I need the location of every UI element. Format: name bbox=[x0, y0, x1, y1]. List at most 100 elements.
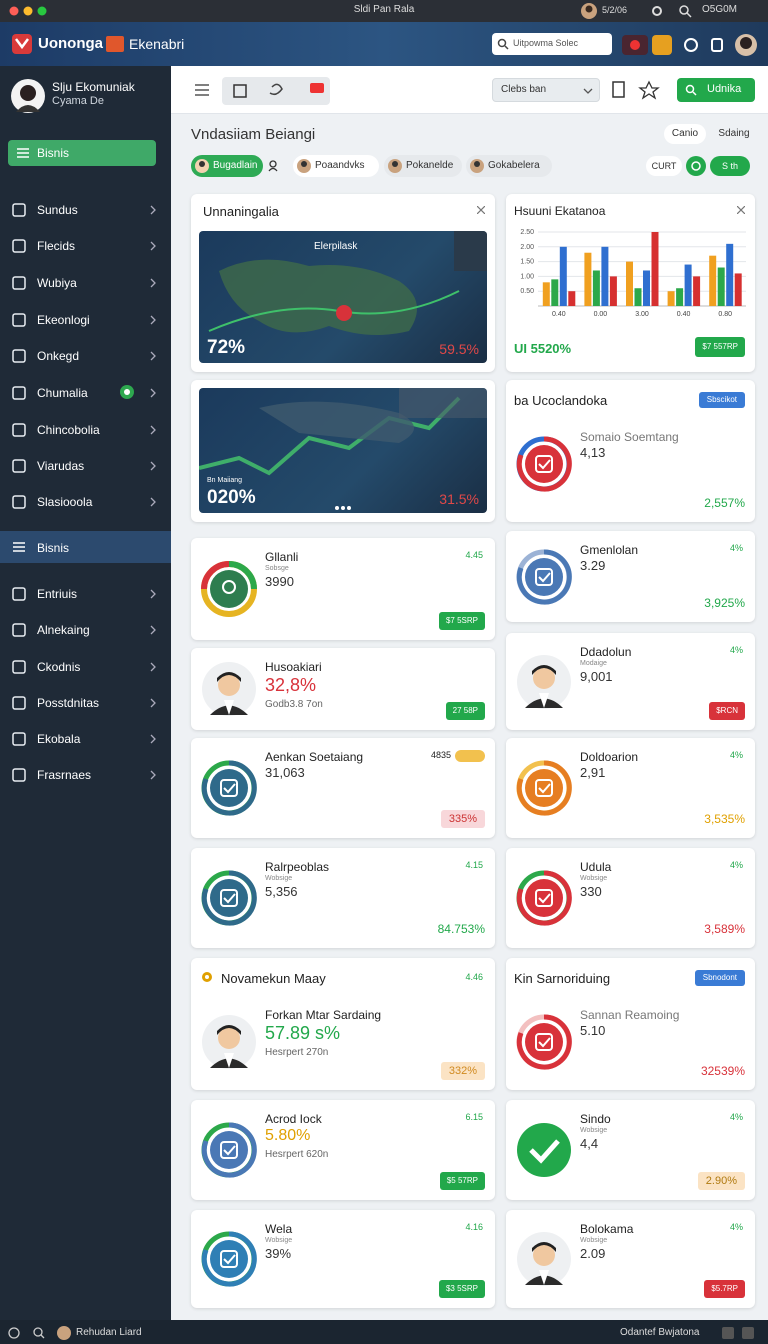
icon-shape bbox=[106, 36, 124, 52]
card-button[interactable]: 27 58P bbox=[445, 702, 485, 720]
card-icon bbox=[517, 654, 571, 709]
user-name: Slju Ekomuniak bbox=[52, 80, 135, 94]
tab-extra bbox=[268, 160, 278, 172]
bar bbox=[568, 291, 576, 306]
bar bbox=[592, 270, 600, 306]
card-value: 5.10 bbox=[580, 1023, 606, 1038]
card-icon bbox=[202, 1015, 256, 1069]
card: Unnaningalia Elerpilask 72% 59.5% bbox=[191, 194, 495, 372]
card-value: 3990 bbox=[265, 574, 294, 589]
icon-shape bbox=[684, 38, 698, 52]
page-action[interactable]: Canio bbox=[664, 124, 706, 144]
tab[interactable]: Bugadlain bbox=[191, 155, 263, 177]
chip[interactable]: S th bbox=[710, 156, 750, 176]
tab[interactable]: Poaandvks bbox=[293, 155, 379, 177]
icon-path bbox=[539, 1270, 549, 1285]
nav-section[interactable]: Bisnis bbox=[0, 531, 171, 563]
icon-shape bbox=[742, 1327, 754, 1339]
icon-shape bbox=[533, 666, 555, 689]
icon-shape bbox=[686, 12, 692, 18]
icon-shape bbox=[474, 161, 480, 167]
nav-item[interactable]: Posstdnitas bbox=[0, 692, 171, 714]
nav-item[interactable]: Slasiooola bbox=[0, 491, 171, 513]
bar bbox=[651, 232, 659, 306]
nav-label: Flecids bbox=[37, 239, 76, 253]
nav-item[interactable]: Flecids bbox=[0, 235, 171, 257]
card-icon bbox=[201, 870, 257, 926]
card: Acrod Iock 5.80% Hesrpert 620n 6.15 $5 57RP bbox=[191, 1100, 495, 1200]
icon-shape bbox=[525, 1023, 563, 1061]
icon-shape bbox=[686, 156, 706, 176]
nav-item[interactable]: Ckodnis bbox=[0, 656, 171, 678]
icon-shape bbox=[12, 349, 26, 363]
nav-label: Onkegd bbox=[37, 349, 80, 363]
nav-item[interactable]: Wubiya bbox=[0, 272, 171, 294]
icon-shape bbox=[220, 1250, 238, 1268]
nav-icon bbox=[12, 732, 26, 746]
icon-path bbox=[223, 893, 236, 904]
chevron bbox=[150, 351, 156, 361]
action-icon bbox=[685, 84, 697, 96]
nav-item[interactable]: Viarudas bbox=[0, 455, 171, 477]
icon-shape bbox=[455, 750, 485, 762]
icon-shape bbox=[12, 34, 32, 54]
nav-item[interactable]: Frasrnaes bbox=[0, 764, 171, 786]
image-value-right: 31.5% bbox=[439, 491, 479, 507]
card-title: Bolokama bbox=[580, 1222, 634, 1236]
icon-shape bbox=[12, 276, 26, 290]
nav-label: Chumalia bbox=[37, 386, 88, 400]
card-pill: 2.90% bbox=[697, 1172, 745, 1190]
tab[interactable]: Gokabelera bbox=[466, 155, 552, 177]
menu-icon bbox=[17, 148, 29, 158]
icon-shape bbox=[525, 557, 563, 596]
page-title: Vndasiiam Beiangi bbox=[191, 126, 316, 143]
brand-badge bbox=[106, 36, 124, 52]
card-button[interactable]: $5 57RP bbox=[439, 1172, 485, 1190]
chart-button[interactable]: $7 557RP bbox=[695, 337, 745, 357]
card-button[interactable]: $RCN bbox=[709, 702, 745, 720]
icon-shape bbox=[210, 1131, 248, 1169]
tab[interactable]: Pokanelde bbox=[384, 155, 462, 177]
chevron bbox=[150, 425, 156, 435]
nav-item[interactable]: Chumalia bbox=[0, 382, 171, 404]
card-button[interactable]: $7 5SRP bbox=[438, 612, 485, 630]
card-icon bbox=[516, 870, 572, 926]
icon-shape bbox=[12, 587, 26, 601]
icon-shape bbox=[535, 889, 553, 907]
card-button[interactable]: $5.7RP bbox=[704, 1280, 745, 1298]
nav-label: Chincobolia bbox=[37, 423, 100, 437]
tab-icon bbox=[195, 159, 209, 173]
search-box[interactable]: Uitpowma Solec bbox=[492, 33, 612, 55]
card: Bolokama Wobsige 2.09 4% $5.7RP bbox=[506, 1210, 755, 1308]
bar bbox=[584, 252, 592, 306]
chip[interactable]: CURT bbox=[646, 156, 682, 176]
nav-item[interactable]: Sundus bbox=[0, 199, 171, 221]
nav-item[interactable]: Ekeonlogi bbox=[0, 309, 171, 331]
primary-action[interactable]: Udnika bbox=[677, 78, 755, 102]
dropdown-caret bbox=[583, 88, 593, 94]
footer-left: Rehudan Liard bbox=[76, 1327, 142, 1338]
icon-path bbox=[538, 1037, 551, 1048]
nav-item[interactable]: Onkegd bbox=[0, 345, 171, 367]
primary-button[interactable]: Bisnis bbox=[8, 140, 156, 166]
card-change: 3,925% bbox=[704, 596, 745, 610]
chevron bbox=[150, 388, 156, 398]
dropdown[interactable]: Clebs ban bbox=[492, 78, 600, 102]
icon-path bbox=[13, 542, 25, 552]
bar bbox=[551, 279, 559, 306]
chevron bbox=[150, 625, 156, 635]
card-title: Sannan Reamoing bbox=[580, 1008, 680, 1022]
nav-item[interactable]: Alnekaing bbox=[0, 619, 171, 641]
nav-item[interactable]: Entriuis bbox=[0, 583, 171, 605]
card-change: 2,557% bbox=[704, 496, 745, 510]
card-button[interactable]: $3 5SRP bbox=[438, 1280, 485, 1298]
nav-item[interactable]: Ekobala bbox=[0, 728, 171, 750]
icon-path bbox=[150, 351, 156, 361]
window-bar bbox=[0, 0, 768, 22]
icon-path bbox=[150, 497, 156, 507]
close-icon bbox=[477, 206, 485, 214]
nav-item[interactable]: Chincobolia bbox=[0, 419, 171, 441]
icon-path bbox=[201, 870, 257, 926]
card-tag: Sbscikot bbox=[698, 392, 745, 408]
page-action[interactable]: Sdaing bbox=[718, 128, 750, 139]
